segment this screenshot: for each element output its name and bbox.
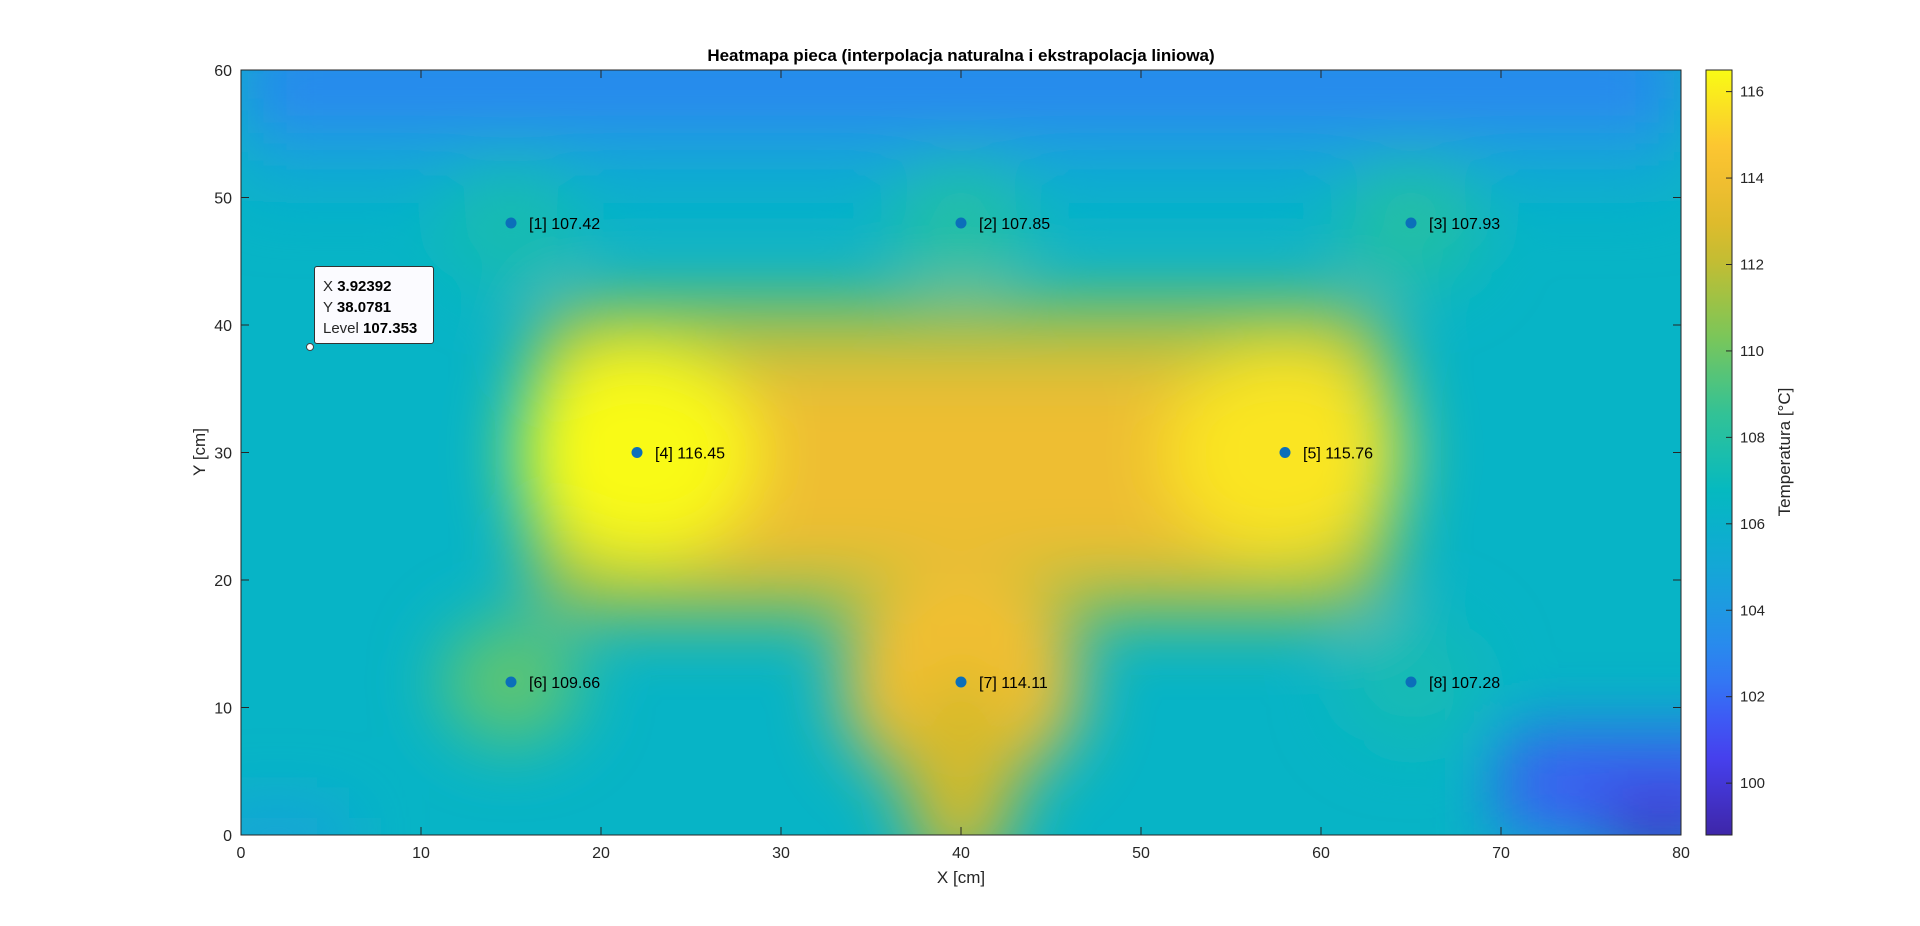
- datatip-x-row: X 3.92392: [323, 276, 433, 297]
- heat-core-inner: [601, 363, 1339, 568]
- colorbar-tick-label: 114: [1740, 170, 1764, 187]
- heat-zone: [241, 809, 349, 835]
- sensor-point-label: [2] 107.85: [979, 216, 1050, 233]
- colorbar-tick-label: 108: [1740, 429, 1765, 446]
- x-tick-label: 60: [1312, 845, 1330, 862]
- colorbar-tick-label: 104: [1740, 602, 1765, 619]
- x-tick-label: 10: [412, 845, 430, 862]
- sensor-point-label: [5] 115.76: [1303, 446, 1373, 463]
- heat-tongue: [906, 661, 1016, 835]
- x-tick-label: 40: [952, 845, 970, 862]
- colorbar-tick-label: 100: [1740, 775, 1765, 792]
- sensor-point[interactable]: [955, 217, 967, 229]
- datatip-x-value: 3.92392: [337, 278, 392, 295]
- datatip-level-value: 107.353: [363, 320, 418, 337]
- heat-zone: [241, 70, 1681, 134]
- colorbar-ticks: 100 102 104 106 108 110 112 114 116: [1726, 84, 1765, 792]
- sensor-point-label: [7] 114.11: [979, 675, 1048, 692]
- sensor-point-label: [4] 116.45: [655, 446, 725, 463]
- sensor-point[interactable]: [955, 676, 967, 688]
- sensor-point[interactable]: [1405, 676, 1417, 688]
- x-axis: 0 10 20 30 40 50 60 70 80: [237, 70, 1690, 862]
- x-tick-label: 50: [1132, 845, 1150, 862]
- colorbar-tick-label: 112: [1740, 256, 1764, 273]
- colorbar-label: Temperatura [°C]: [1775, 388, 1794, 517]
- x-axis-label: X [cm]: [937, 868, 985, 887]
- colorbar-tick-label: 106: [1740, 516, 1765, 533]
- sensor-point-label: [3] 107.93: [1429, 216, 1500, 233]
- heatmap-surface: [241, 70, 1681, 835]
- colorbar-tick-label: 110: [1740, 343, 1764, 360]
- sensor-point[interactable]: [1405, 217, 1417, 229]
- y-tick-label: 0: [223, 828, 232, 845]
- colorbar-tick-label: 102: [1740, 689, 1765, 706]
- datatip-level-row: Level 107.353: [323, 318, 433, 339]
- x-tick-label: 30: [772, 845, 790, 862]
- sensor-point-label: [6] 109.66: [529, 675, 600, 692]
- chart-title: Heatmapa pieca (interpolacja naturalna i…: [707, 46, 1214, 65]
- y-tick-label: 30: [214, 446, 232, 463]
- heat-zone: [1609, 796, 1681, 835]
- y-tick-label: 50: [214, 191, 232, 208]
- colorbar: [1705, 69, 1733, 836]
- y-tick-label: 40: [214, 318, 232, 335]
- sensor-points: [1] 107.42 [2] 107.85 [3] 107.93 [4] 116.45…: [505, 216, 1500, 692]
- sensor-point[interactable]: [1279, 447, 1291, 458]
- y-tick-label: 60: [214, 63, 232, 80]
- datatip-x-key: X: [323, 278, 334, 295]
- datatip-y-key: Y: [323, 299, 333, 316]
- x-tick-label: 70: [1492, 845, 1510, 862]
- datatip-y-row: Y 38.0781: [323, 297, 433, 318]
- y-tick-label: 10: [214, 701, 232, 718]
- sensor-point[interactable]: [631, 447, 643, 458]
- y-axis-label: Y [cm]: [190, 428, 209, 476]
- colorbar-tick-label: 116: [1740, 84, 1764, 101]
- y-tick-label: 20: [214, 573, 232, 590]
- x-tick-label: 20: [592, 845, 610, 862]
- sensor-point[interactable]: [505, 676, 517, 688]
- datatip-level-key: Level: [323, 320, 359, 337]
- datatip[interactable]: X 3.92392 Y 38.0781 Level 107.353: [314, 266, 434, 344]
- x-tick-label: 0: [237, 845, 246, 862]
- sensor-point-label: [8] 107.28: [1429, 675, 1500, 692]
- x-tick-label: 80: [1672, 845, 1690, 862]
- y-axis: 0 10 20 30 40 50 60: [214, 63, 1681, 845]
- sensor-point-label: [1] 107.42: [529, 216, 600, 233]
- datatip-marker[interactable]: [306, 343, 314, 351]
- datatip-y-value: 38.0781: [336, 299, 392, 316]
- sensor-point[interactable]: [505, 217, 517, 229]
